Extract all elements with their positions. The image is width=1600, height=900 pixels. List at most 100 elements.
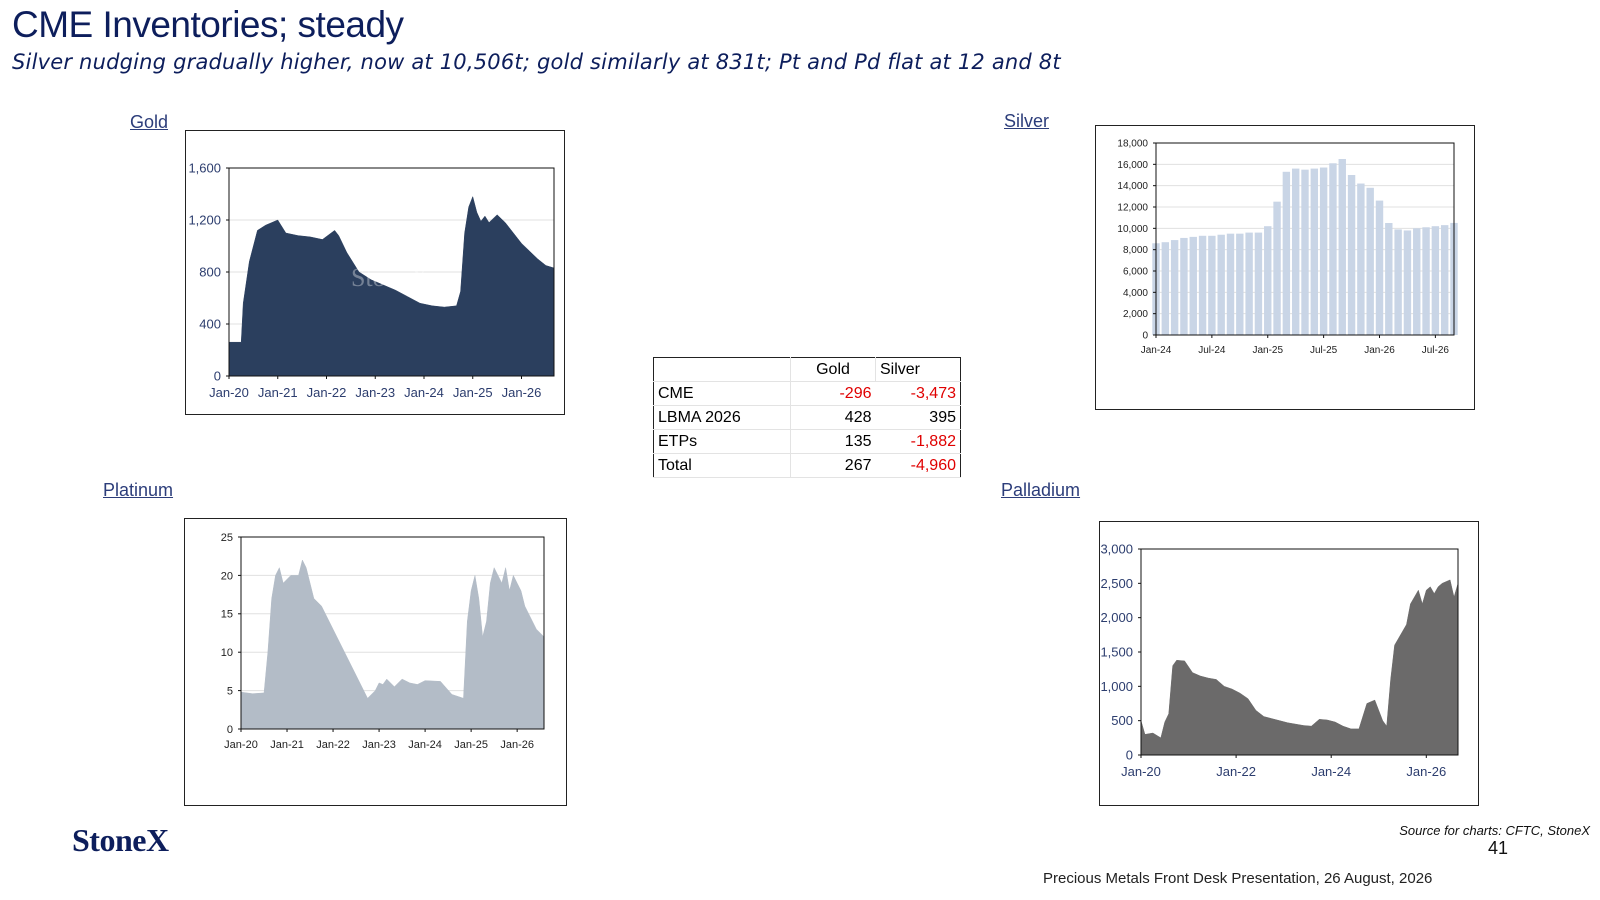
gold-area-series (228, 195, 555, 377)
silver-bar (1422, 227, 1430, 335)
silver-chart: 0 2,000 4,000 6,000 8,000 10,000 12,000 14,000 1… (1095, 125, 1475, 410)
platinum-xtick-label: Jan-26 (500, 739, 534, 751)
table-header-blank (653, 357, 791, 382)
silver-xtick-label: Jul-24 (1198, 345, 1226, 356)
silver-bar (1403, 230, 1412, 335)
silver-ytick-label: 14,000 (1117, 181, 1148, 192)
platinum-ytick-label: 25 (221, 532, 233, 544)
gold-xtick-label: Jan-26 (502, 385, 542, 400)
table-header-gold: Gold (790, 357, 876, 382)
silver-xtick-label: Jul-25 (1310, 345, 1338, 356)
silver-ytick-label: 10,000 (1117, 224, 1148, 235)
table-row: CME -296 -3,473 (653, 381, 961, 406)
gold-ytick-label: 1,200 (188, 213, 221, 228)
silver-bar (1236, 233, 1244, 335)
silver-bar (1189, 236, 1197, 335)
silver-bar (1431, 226, 1440, 335)
gold-xtick-label: Jan-20 (209, 385, 249, 400)
silver-bar (1226, 233, 1235, 335)
silver-bar (1347, 175, 1356, 335)
silver-ytick-label: 12,000 (1117, 203, 1148, 214)
silver-plot-frame (1155, 142, 1455, 336)
silver-value: -3,473 (875, 381, 961, 406)
platinum-ytick-label: 15 (221, 609, 233, 621)
palladium-watermark: StoneX (1218, 634, 1308, 667)
palladium-xtick-label: Jan-26 (1406, 764, 1446, 779)
silver-value: -1,882 (875, 429, 961, 454)
silver-bar (1282, 171, 1291, 335)
palladium-ytick-label: 2,500 (1100, 576, 1133, 591)
table-row: LBMA 2026 428 395 (653, 405, 961, 430)
palladium-ytick-label: 1,000 (1100, 679, 1133, 694)
platinum-xtick-label: Jan-25 (454, 739, 488, 751)
silver-bar (1310, 168, 1319, 335)
table-header-row: Gold Silver (653, 357, 961, 382)
palladium-chart: StoneX 0 500 1,000 1,500 2,000 2,500 3,000 Jan-2… (1099, 521, 1479, 806)
silver-xtick-label: Jan-24 (1141, 345, 1172, 356)
palladium-ytick-label: 2,000 (1100, 610, 1133, 625)
gold-value: -296 (790, 381, 876, 406)
gold-xtick-label: Jan-21 (258, 385, 298, 400)
palladium-ytick-label: 1,500 (1100, 645, 1133, 660)
silver-bar (1198, 235, 1207, 335)
palladium-ytick-label: 500 (1111, 713, 1133, 728)
silver-ytick-label: 8,000 (1123, 245, 1148, 256)
silver-ytick-label: 18,000 (1117, 139, 1148, 150)
platinum-ytick-label: 0 (227, 724, 233, 736)
palladium-chart-svg: StoneX 0 500 1,000 1,500 2,000 2,500 3,000 Jan-2… (1100, 542, 1459, 779)
silver-bar (1366, 187, 1374, 335)
silver-bar (1385, 223, 1393, 335)
gold-ytick-label: 0 (214, 369, 221, 384)
gold-value: 267 (790, 453, 876, 478)
page-number: 41 (1488, 838, 1509, 858)
platinum-chart-label[interactable]: Platinum (103, 480, 174, 500)
silver-value: 395 (875, 405, 961, 430)
silver-ytick-label: 4,000 (1123, 288, 1148, 299)
platinum-chart-svg: StoneX 0 5 10 15 20 25 Jan-20 Jan-21 Jan-22 Jan-23… (221, 532, 545, 751)
silver-bar (1375, 200, 1384, 335)
gold-chart-label[interactable]: Gold (130, 112, 169, 132)
page-title: CME Inventories; steady (12, 4, 404, 45)
silver-xtick-label: Jan-26 (1364, 345, 1395, 356)
gold-value: 428 (790, 405, 876, 430)
silver-bar (1357, 183, 1365, 335)
footer-text: Precious Metals Front Desk Presentation,… (1043, 870, 1433, 887)
platinum-xtick-label: Jan-23 (362, 739, 396, 751)
palladium-area-series (1140, 579, 1459, 756)
platinum-xtick-label: Jan-21 (270, 739, 304, 751)
silver-chart-svg: 0 2,000 4,000 6,000 8,000 10,000 12,000 14,000 1… (1117, 139, 1458, 356)
silver-bar (1301, 169, 1309, 335)
platinum-watermark: StoneX (340, 609, 430, 642)
silver-value: -4,960 (875, 453, 961, 478)
platinum-ytick-label: 5 (227, 685, 233, 697)
silver-bar (1273, 201, 1281, 335)
gold-watermark: StoneX (351, 263, 429, 292)
silver-bar (1394, 229, 1402, 335)
silver-ytick-label: 0 (1142, 331, 1148, 342)
silver-bar (1161, 242, 1170, 335)
gold-value: 135 (790, 429, 876, 454)
platinum-ytick-label: 20 (221, 570, 233, 582)
stonex-logo: StoneX (72, 822, 169, 858)
table-row: Total 267 -4,960 (653, 453, 961, 478)
palladium-ytick-label: 0 (1126, 748, 1133, 763)
row-label: Total (653, 453, 791, 478)
silver-bar (1245, 232, 1253, 335)
palladium-xtick-label: Jan-22 (1216, 764, 1256, 779)
silver-bar (1264, 226, 1272, 335)
gold-xtick-label: Jan-24 (404, 385, 444, 400)
silver-chart-label[interactable]: Silver (1004, 111, 1050, 131)
gold-xtick-label: Jan-25 (453, 385, 493, 400)
gold-chart-svg: StoneX 0 400 800 1,200 1,600 Jan-20 Jan-21 Jan-2… (188, 161, 555, 400)
row-label: ETPs (653, 429, 791, 454)
platinum-plot-frame (240, 536, 545, 730)
palladium-xtick-label: Jan-20 (1121, 764, 1161, 779)
silver-bar (1413, 228, 1421, 335)
silver-bar (1208, 235, 1216, 335)
gold-ytick-label: 800 (199, 265, 221, 280)
palladium-chart-label[interactable]: Palladium (1001, 480, 1081, 500)
gold-chart: StoneX 0 400 800 1,200 1,600 Jan-20 Jan-21 Jan-2… (185, 130, 565, 415)
gold-xtick-label: Jan-22 (307, 385, 347, 400)
silver-xtick-label: Jan-25 (1252, 345, 1283, 356)
platinum-chart: StoneX 0 5 10 15 20 25 Jan-20 Jan-21 Jan-22 Jan-23… (184, 518, 567, 806)
